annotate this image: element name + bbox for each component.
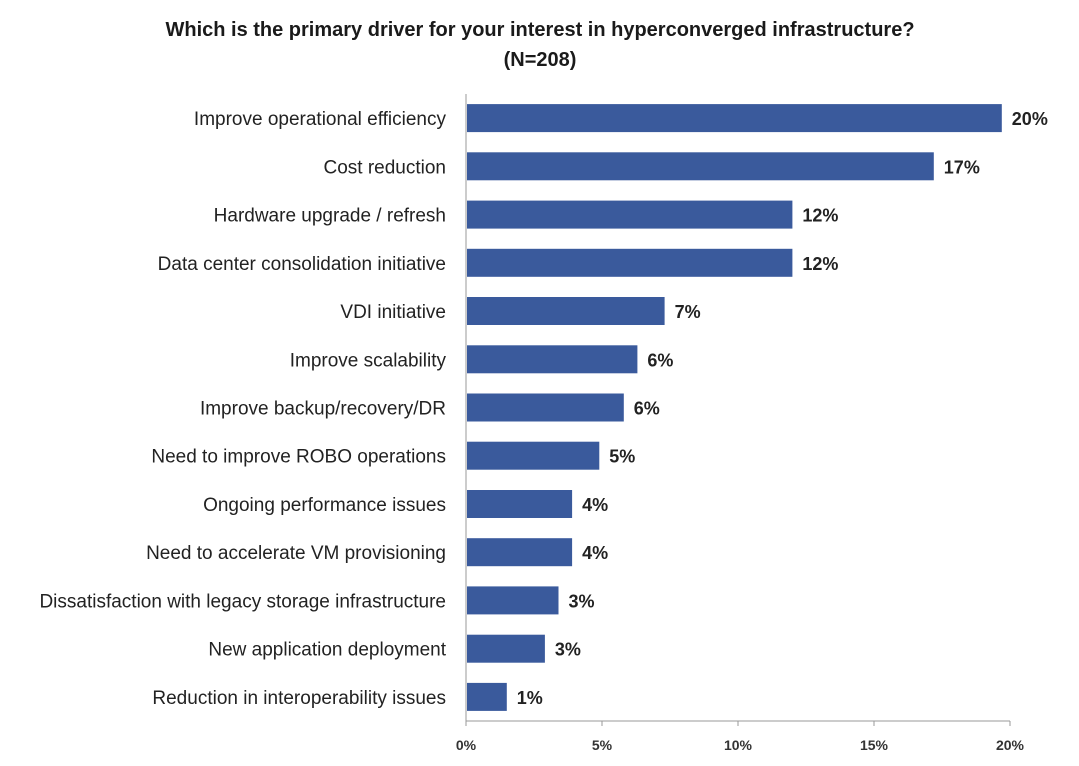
data-label: 12% (802, 206, 838, 226)
category-label: Cost reduction (323, 157, 446, 178)
data-label: 12% (802, 254, 838, 274)
bar-8 (467, 441, 600, 470)
data-label: 4% (582, 543, 608, 563)
category-label: Data center consolidation initiative (158, 254, 446, 275)
category-label: Need to improve ROBO operations (151, 447, 446, 468)
bar-13 (467, 682, 507, 711)
data-label: 17% (944, 157, 980, 177)
axes-group: 0% 5% 10% 15% 20% (456, 94, 1025, 753)
bar-11 (467, 586, 559, 615)
chart-subtitle: (N=208) (504, 49, 577, 71)
category-label: Reduction in interoperability issues (152, 688, 446, 709)
category-label: Dissatisfaction with legacy storage infr… (39, 591, 446, 612)
category-label: Hardware upgrade / refresh (214, 206, 446, 227)
data-label: 5% (609, 447, 635, 467)
bar-7 (467, 393, 624, 422)
bar-10 (467, 538, 573, 567)
category-label: Need to accelerate VM provisioning (146, 543, 446, 564)
data-label: 20% (1012, 109, 1048, 129)
x-tick-label: 20% (996, 737, 1025, 753)
data-label: 6% (634, 399, 660, 419)
bar-5 (467, 297, 665, 325)
bar-2 (467, 152, 934, 181)
data-labels-group: 20% 17% 12% 12% 7% 6% 6% 5% 4% 4% 3% 3% 1% (517, 109, 1048, 708)
x-tick-label: 0% (456, 737, 477, 753)
data-label: 6% (647, 350, 673, 370)
category-label: Ongoing performance issues (203, 495, 446, 516)
data-label: 4% (582, 495, 608, 515)
category-labels-group: Improve operational efficiency Cost reduc… (39, 109, 446, 709)
data-label: 7% (675, 302, 701, 322)
bar-12 (467, 634, 545, 663)
x-tick-label: 5% (592, 737, 613, 753)
chart-title: Which is the primary driver for your int… (165, 19, 914, 41)
category-label: Improve backup/recovery/DR (200, 399, 446, 420)
category-label: Improve operational efficiency (194, 109, 447, 130)
x-tick-label: 15% (860, 737, 889, 753)
category-label: Improve scalability (290, 350, 447, 371)
data-label: 3% (569, 591, 595, 611)
bar-4 (467, 248, 793, 277)
bar-1 (467, 104, 1002, 133)
data-label: 1% (517, 688, 543, 708)
bars-group (467, 104, 1002, 711)
data-label: 3% (555, 640, 581, 660)
bar-6 (467, 345, 638, 374)
category-label: New application deployment (208, 640, 446, 661)
x-tick-label: 10% (724, 737, 753, 753)
bar-9 (467, 490, 573, 518)
category-label: VDI initiative (340, 302, 446, 323)
bar-3 (467, 200, 793, 229)
